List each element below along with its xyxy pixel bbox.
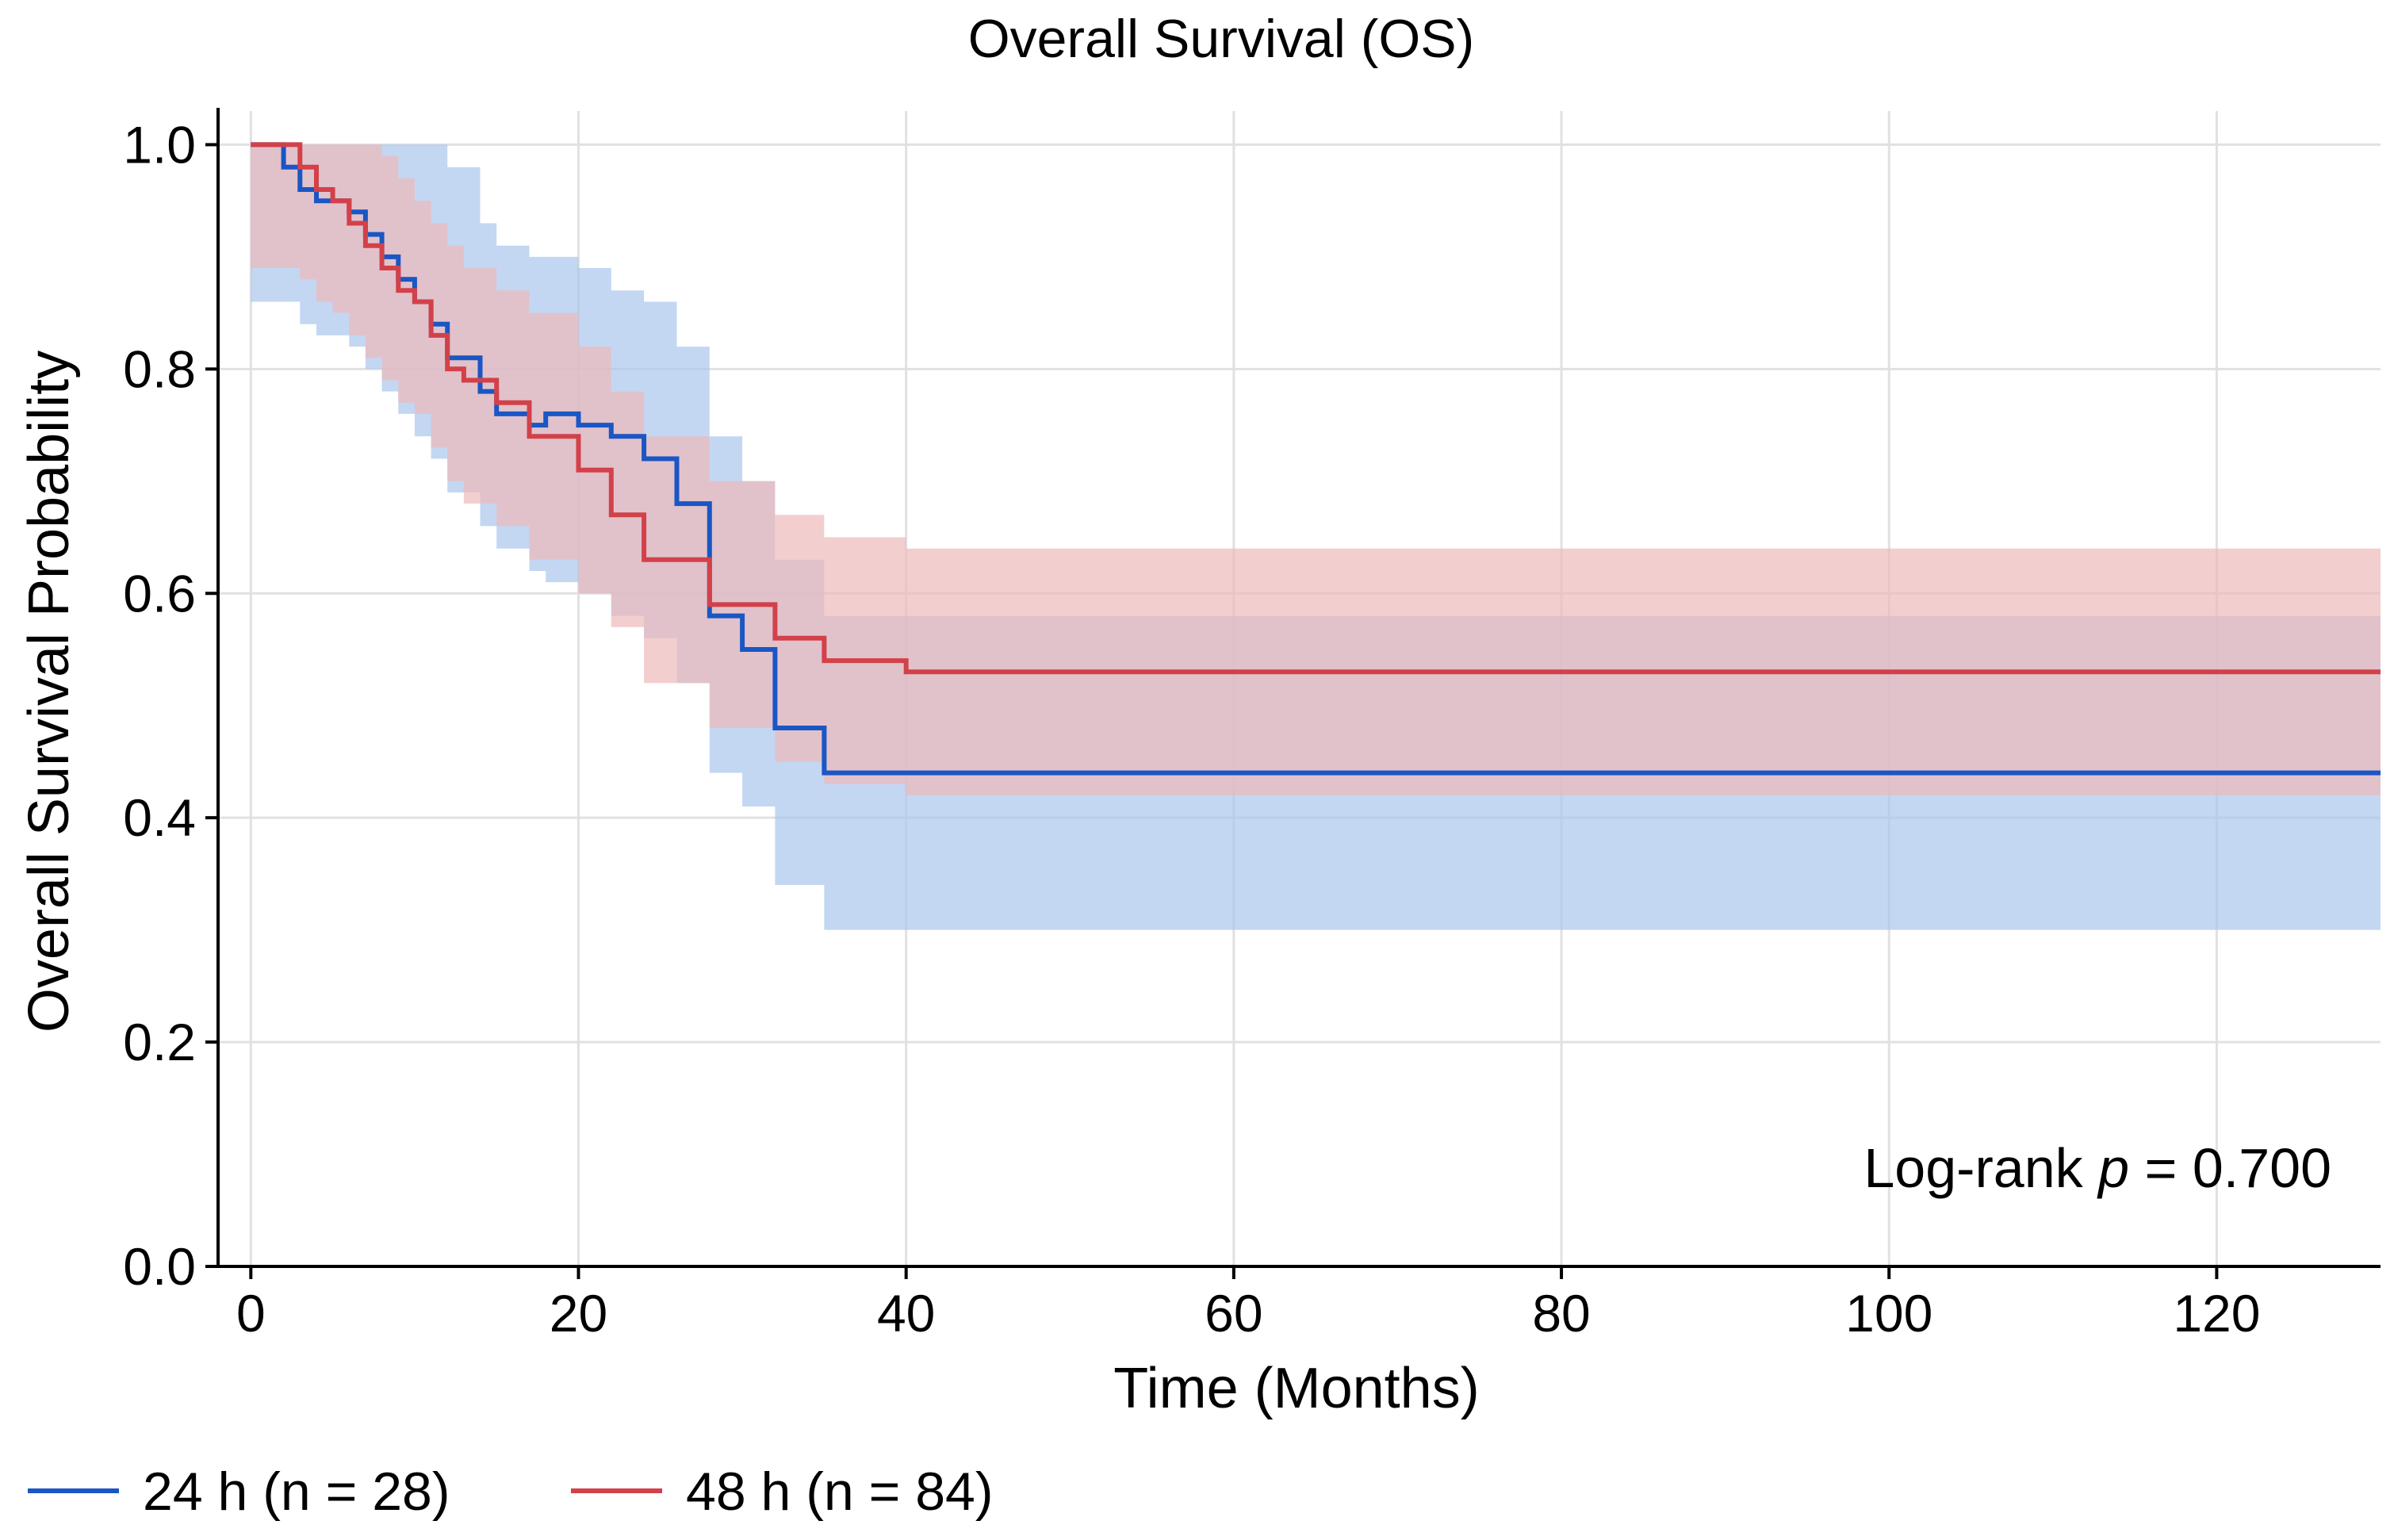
x-tick-label: 100: [1845, 1284, 1932, 1343]
legend-label: 48 h (n = 84): [686, 1461, 993, 1522]
legend-item-2: 48 h (n = 84): [571, 1461, 993, 1522]
legend: 24 h (n = 28) 48 h (n = 84): [28, 1461, 993, 1522]
x-axis-label: Time (Months): [1113, 1357, 1479, 1420]
y-tick-label: 0.0: [123, 1237, 196, 1296]
annotation-suffix: = 0.700: [2129, 1137, 2331, 1199]
y-tick-label: 0.6: [123, 564, 196, 623]
x-tick-label: 60: [1205, 1284, 1262, 1343]
annotation-prefix: Log-rank: [1863, 1137, 2098, 1199]
y-tick-label: 0.8: [123, 339, 196, 398]
y-axis-label: Overall Survival Probability: [17, 351, 81, 1032]
y-tick-label: 0.4: [123, 788, 196, 847]
legend-item-1: 24 h (n = 28): [28, 1461, 450, 1522]
x-tick-label: 80: [1532, 1284, 1590, 1343]
axes: 0 20 40 60 80 100 120 0.0 0.2 0.4 0.6 0.8 1.0: [123, 108, 2381, 1343]
x-tick-label: 120: [2173, 1284, 2260, 1343]
survival-line-2: [251, 142, 2381, 675]
logrank-annotation: Log-rank p = 0.700: [1863, 1137, 2331, 1199]
y-tick-label: 0.2: [123, 1013, 196, 1071]
chart-title: Overall Survival (OS): [968, 9, 1475, 69]
annotation-p: p: [2097, 1137, 2129, 1199]
legend-label: 24 h (n = 28): [143, 1461, 450, 1522]
confidence-band-2: [251, 144, 2381, 795]
confidence-bands: [251, 144, 2381, 930]
x-tick-label: 40: [877, 1284, 935, 1343]
x-tick-label: 20: [550, 1284, 607, 1343]
x-tick-label: 0: [236, 1284, 266, 1343]
survival-curves: [251, 142, 2381, 776]
y-tick-label: 1.0: [123, 115, 196, 174]
